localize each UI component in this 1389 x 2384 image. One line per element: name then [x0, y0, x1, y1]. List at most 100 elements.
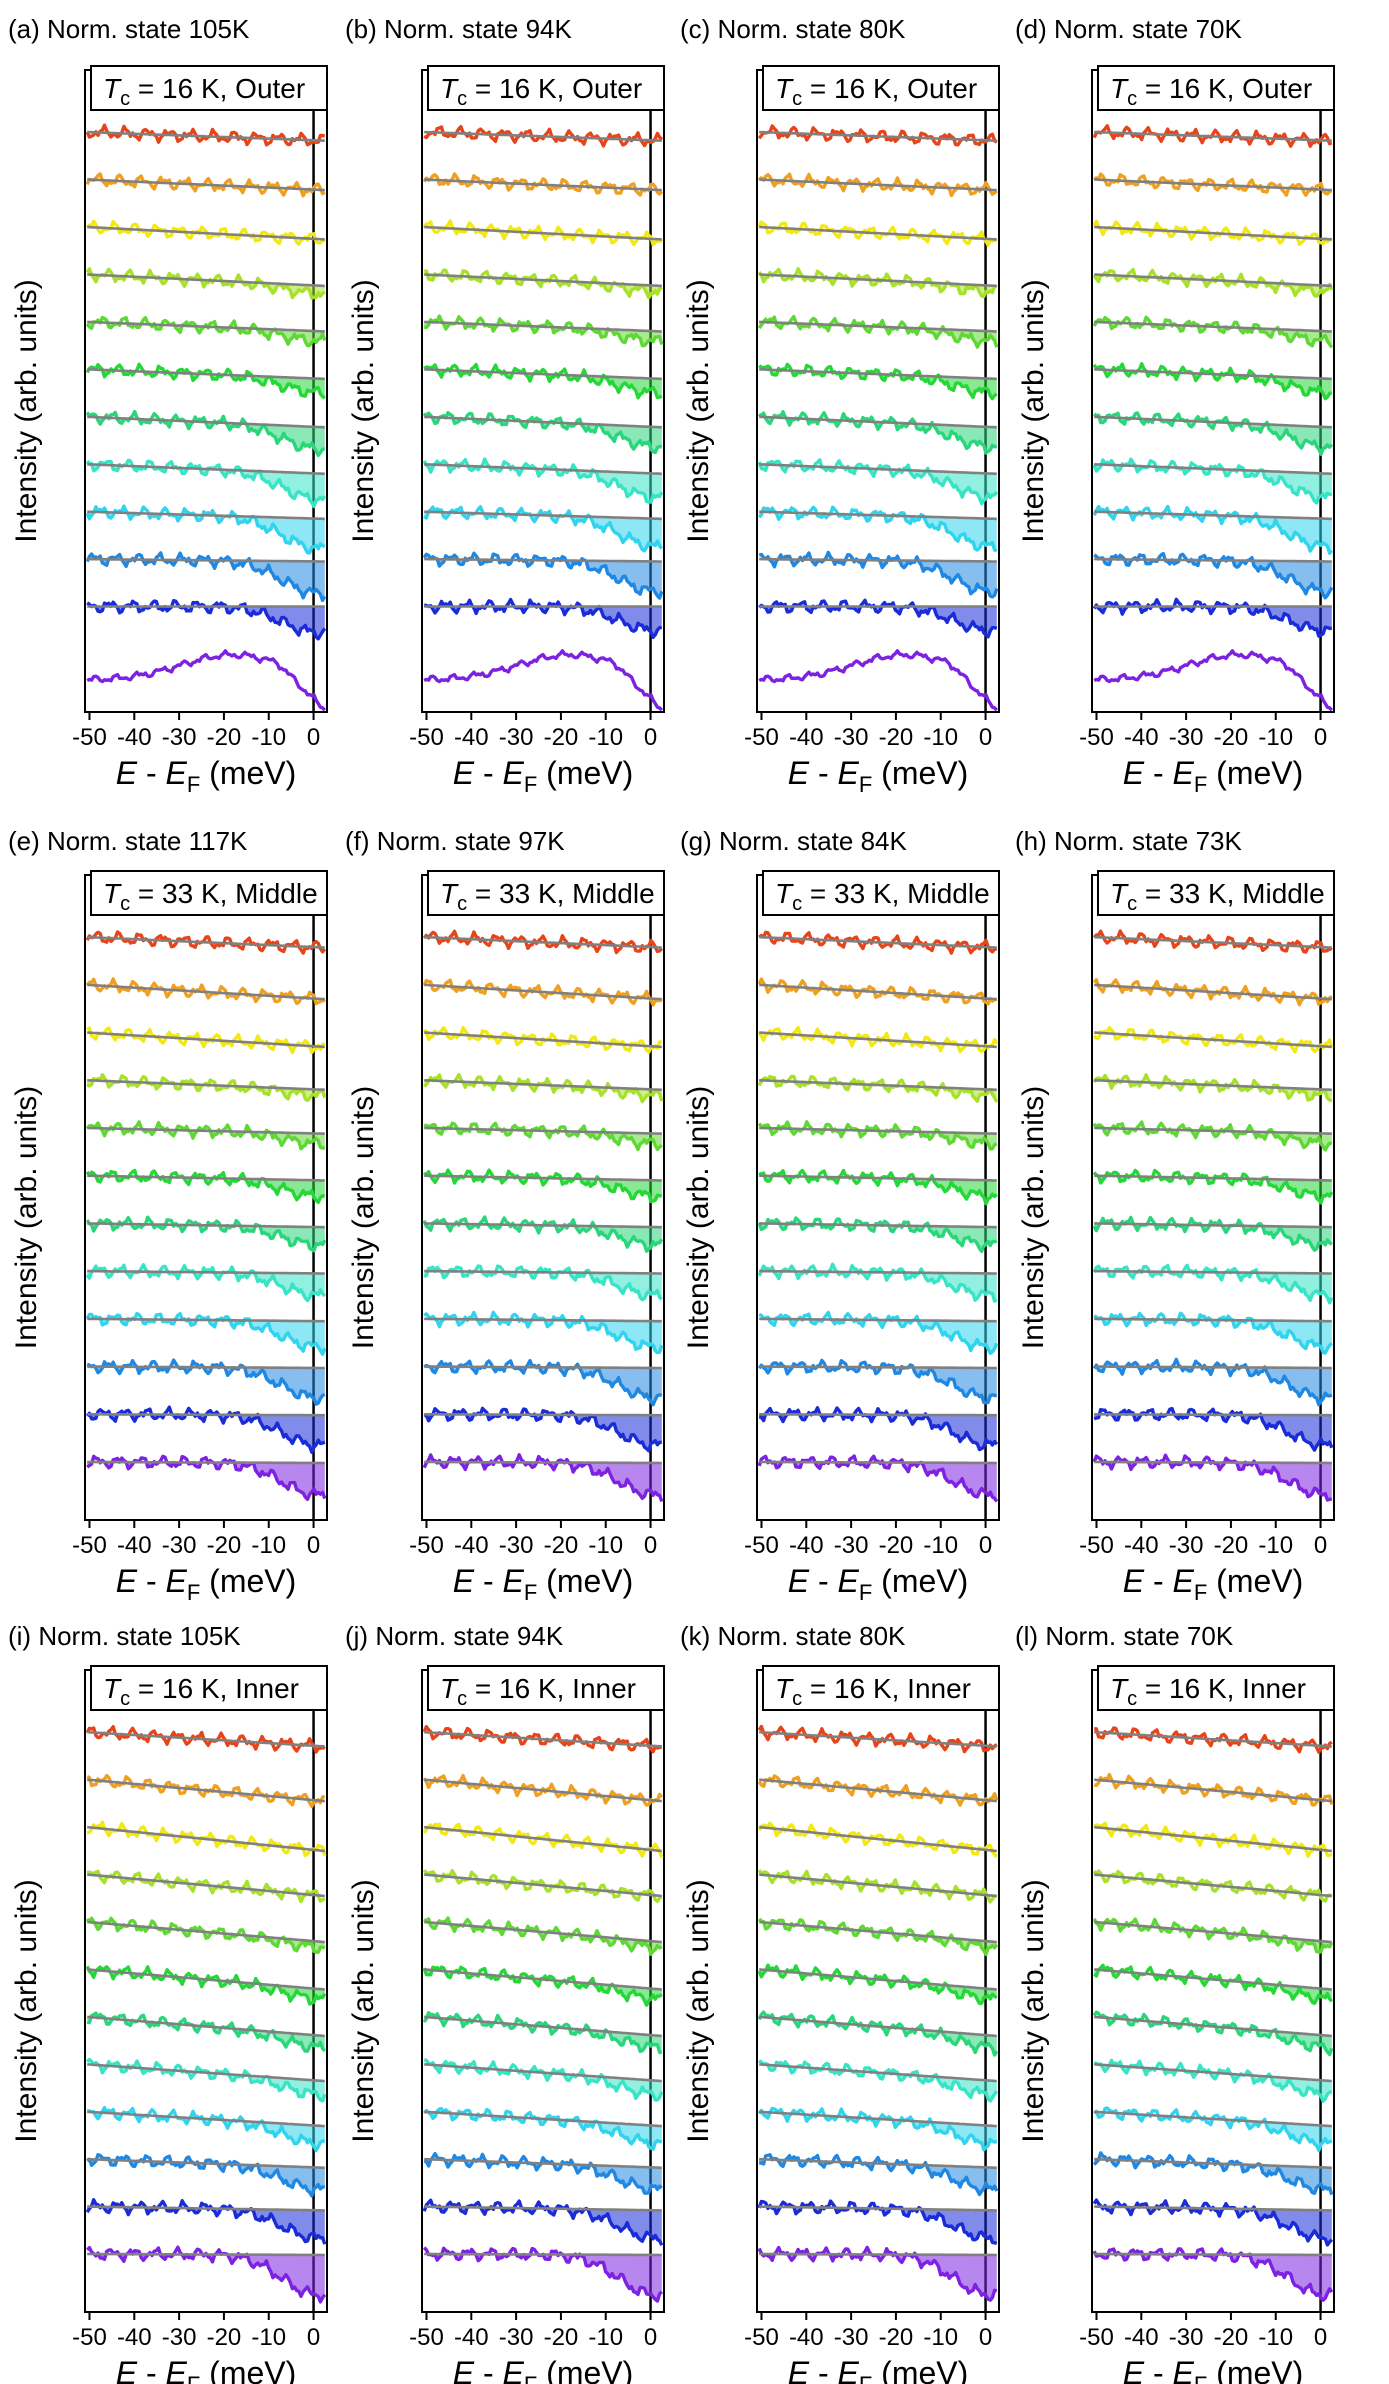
spectrum-11 [1093, 1406, 1334, 1452]
spectrum-5 [757, 1120, 998, 1151]
spectrum-line [86, 1869, 326, 1904]
tc-subscript: c [120, 1688, 130, 1710]
fit-line [87, 1222, 325, 1229]
fit-line [424, 225, 662, 241]
fit-line [87, 415, 325, 429]
x-tick-label: -40 [1124, 2324, 1159, 2351]
spectrum-10 [758, 550, 999, 599]
fit-line [424, 415, 662, 429]
fit-line [87, 1079, 325, 1092]
spectrum-12 [757, 2245, 998, 2302]
gap-shading [759, 2111, 997, 2150]
fit-line [87, 510, 325, 521]
x-tick-label: 0 [644, 1532, 657, 1559]
x-tick-label: -30 [499, 2324, 534, 2351]
tc-symbol: T [1110, 73, 1129, 104]
spectrum-6 [85, 362, 326, 400]
fit-line [1094, 1920, 1332, 1944]
tc-symbol: T [1110, 878, 1129, 909]
spectrum-8 [1092, 1263, 1334, 1305]
gap-shading [1094, 2254, 1332, 2301]
x-tick-label: -20 [207, 1532, 242, 1559]
fit-line [424, 2015, 662, 2038]
gap-shading [759, 464, 997, 504]
spectrum-4 [86, 1073, 327, 1103]
gap-shading [759, 1366, 997, 1403]
fit-line [759, 1920, 997, 1944]
tc-label: Tc = 33 K, Middle [1110, 878, 1325, 915]
spectrum-1 [85, 123, 326, 147]
fit-line [87, 1920, 325, 1944]
x-axis-label: E - EF (meV) [788, 755, 969, 797]
panel-c-title: (c) Norm. state 80K [680, 14, 906, 44]
gap-shading [424, 1271, 662, 1300]
fit-line [424, 1730, 662, 1748]
fit-line [759, 1079, 997, 1092]
tc-subscript: c [457, 893, 467, 915]
fit-line [759, 510, 997, 521]
spectrum-8 [1093, 2058, 1332, 2103]
spectrum-12 [422, 1453, 664, 1502]
x-tick-label: -10 [1258, 724, 1293, 751]
x-tick-label: 0 [307, 1532, 320, 1559]
tc-subscript: c [120, 88, 130, 110]
spectrum-3 [86, 1820, 327, 1858]
gap-shading [759, 1271, 997, 1302]
tc-subscript: c [792, 1688, 802, 1710]
panel-g-title: (g) Norm. state 84K [680, 826, 908, 856]
x-axis-label: E - EF (meV) [788, 1563, 969, 1605]
spectrum-12 [86, 2245, 327, 2304]
fit-line [1094, 178, 1332, 192]
panel-a-title: (a) Norm. state 105K [8, 14, 250, 44]
x-tick-label: -30 [1169, 2324, 1204, 2351]
panel-b: (b) Norm. state 94K Tc = 16 K, Outer -50 -4… [345, 14, 665, 797]
spectrum-5 [1092, 1120, 1333, 1152]
panel-i-title: (i) Norm. state 105K [8, 1621, 241, 1651]
fit-line [87, 1126, 325, 1135]
fit-line [1094, 1778, 1332, 1803]
x-tick-label: -40 [454, 1532, 489, 1559]
x-axis-label: E - EF (meV) [116, 1563, 297, 1605]
spectrum-line [757, 1358, 997, 1405]
spectrum-7 [757, 1216, 998, 1253]
x-axis-label: E - EF (meV) [788, 2355, 969, 2384]
fit-line [424, 463, 662, 476]
spectrum-1 [422, 929, 664, 955]
fit-line [424, 1222, 662, 1229]
fit-line [759, 178, 997, 192]
spectrum-line [85, 930, 327, 955]
spectrum-line [85, 172, 326, 198]
spectrum-2 [758, 172, 998, 198]
x-axis-label: E - EF (meV) [453, 755, 634, 797]
spectrum-10 [423, 1358, 663, 1407]
spectrum-line [85, 458, 327, 509]
x-tick-label: -10 [588, 724, 623, 751]
fit-line [759, 983, 997, 1001]
tc-legend: Tc = 16 K, Inner [1097, 1665, 1335, 1711]
spectrum-line [1093, 2106, 1333, 2152]
panel-b-title: (b) Norm. state 94K [345, 14, 573, 44]
fit-line [87, 2063, 325, 2083]
spectrum-line [85, 2198, 327, 2245]
spectrum-line [1092, 2247, 1334, 2302]
gap-shading [424, 2254, 662, 2301]
fit-line [87, 1269, 325, 1275]
spectrum-10 [1092, 1357, 1333, 1407]
x-tick-label: -30 [834, 1532, 869, 1559]
x-tick-label: 0 [979, 1532, 992, 1559]
tc-legend: Tc = 16 K, Outer [1097, 65, 1335, 111]
spectrum-9 [423, 1310, 664, 1355]
x-tick-label: -10 [251, 724, 286, 751]
x-tick-label: -20 [1214, 2324, 1249, 2351]
x-axis-label: E - EF (meV) [116, 755, 297, 797]
tc-label: Tc = 33 K, Middle [775, 878, 990, 915]
spectrum-line [423, 649, 664, 712]
x-tick-label: -50 [72, 724, 107, 751]
spectrum-2 [86, 1773, 326, 1809]
fit-line [759, 130, 997, 142]
tc-symbol: T [440, 878, 459, 909]
spectrum-4 [757, 267, 998, 299]
tc-legend-box [1097, 870, 1335, 916]
y-axis-label: Intensity (arb. units) [1017, 279, 1050, 542]
fit-line [424, 2157, 662, 2170]
